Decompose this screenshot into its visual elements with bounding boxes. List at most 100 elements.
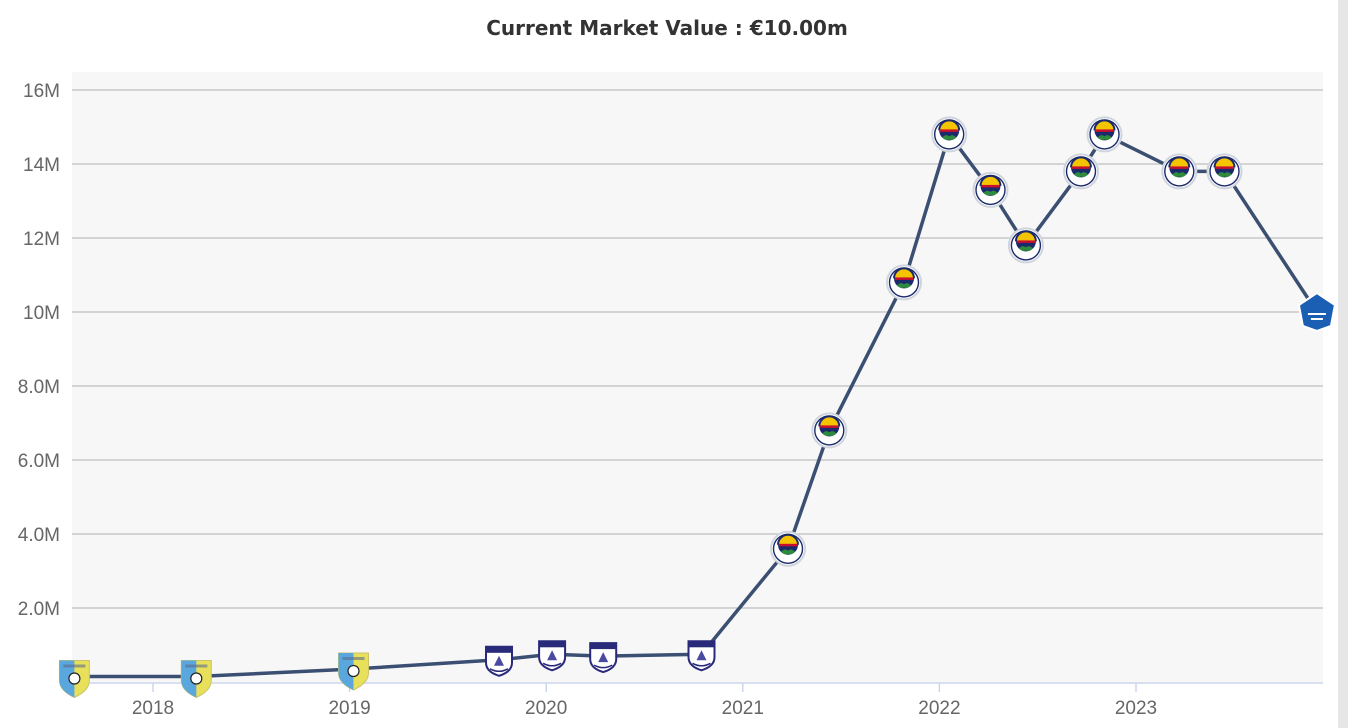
data-point[interactable] [1297,291,1336,333]
y-tick-label: 14M [23,155,60,176]
y-tick-label: 2.0M [18,599,60,620]
shield-yellow-blue-icon [180,660,212,699]
crest-top-arc [818,415,841,427]
shield-ball [347,664,360,678]
data-point[interactable] [589,642,618,674]
hex-shield [1297,291,1336,333]
shield-base-curve [542,662,562,667]
fenerbahce-crest-icon [1063,153,1099,190]
shield-base-curve [692,662,711,667]
data-points[interactable] [58,116,1336,699]
data-point[interactable] [972,171,1009,208]
data-point[interactable] [687,640,716,672]
crest-top-arc [1070,156,1092,168]
crest-top-arc [1093,119,1116,131]
data-point[interactable] [770,530,806,567]
crest-yellow-band [980,175,1001,186]
hex-shield-lines [1307,313,1326,320]
crest-red-stripe [1170,166,1189,169]
shield-banner [688,641,715,648]
shield-base-curve [593,664,613,669]
shield-banner [486,646,512,653]
crest-leaf [1018,246,1033,252]
fenerbahce-crest-icon [811,412,848,449]
y-tick-label: 8.0M [18,377,60,398]
x-tick-label: 2022 [918,698,960,719]
plot-background [72,72,1323,682]
data-point[interactable] [1206,153,1243,190]
shield-emblem [494,655,504,666]
shield-emblem [547,650,558,661]
data-point[interactable] [485,645,513,677]
data-point[interactable] [1007,227,1044,264]
fenerbahce-crest-icon [1086,116,1123,153]
shield-yellow-blue-icon [58,660,90,699]
y-tick-label: 4.0M [18,525,60,546]
fenerbahce-crest-icon [931,116,968,153]
data-point[interactable] [58,660,90,699]
crest-leaf [781,549,795,555]
y-axis-labels: 2.0M 4.0M 6.0M 8.0M 10M 12M 14M 16M [18,81,60,620]
shield-yellow-blue-icon [338,652,369,691]
crest-yellow-band [819,416,840,427]
x-tick-label: 2018 [132,698,174,719]
x-tick-label: 2021 [722,698,764,719]
shield-navy-crest-icon [687,640,716,672]
shield-navy-crest-icon [589,642,618,674]
shield-ball [190,672,203,685]
shield-blue-half [59,660,75,698]
page-edge-scrollbar [1338,0,1348,728]
data-point[interactable] [338,652,369,691]
crest-top-arc [1168,156,1191,168]
crest-leaf [1217,172,1232,178]
crest-red-stripe [1016,240,1035,243]
fenerbahce-crest-icon [1206,153,1243,190]
data-point[interactable] [886,264,922,301]
crest-yellow-band [939,120,960,131]
data-point[interactable] [1161,153,1198,190]
crest-yellow-band [1094,120,1115,131]
x-tick-label: 2020 [525,698,567,719]
data-point[interactable] [1063,153,1099,190]
crest-top-arc [777,533,799,545]
data-point[interactable] [931,116,968,153]
hoffenheim-crest-icon [1297,291,1336,333]
crest-top-arc [979,174,1002,187]
shield-text-band [185,664,208,668]
crest-leaf [822,431,837,437]
data-point[interactable] [1086,116,1123,153]
crest-red-stripe [981,184,1000,188]
x-axis-labels: 2018 2019 2020 2021 2022 2023 [132,683,1157,719]
data-point[interactable] [180,660,212,699]
crest-yellow-band [1169,157,1190,168]
fenerbahce-crest-icon [886,264,922,301]
crest-top-arc [1014,230,1037,242]
shield-emblem [696,650,707,661]
shield-navy-crest-icon [538,640,567,672]
crest-red-stripe [1095,129,1114,132]
fenerbahce-crest-icon [770,530,806,567]
crest-leaf [983,190,998,196]
chart-title: Current Market Value : €10.00m [486,16,848,40]
shield-ball [68,672,81,685]
fenerbahce-crest-icon [1161,153,1198,190]
shield-base-curve [489,668,509,673]
x-tick-label: 2023 [1115,698,1157,719]
crest-red-stripe [820,425,839,428]
crest-yellow-band [778,534,798,545]
fenerbahce-crest-icon [972,171,1009,208]
crest-red-stripe [1215,166,1234,169]
data-point[interactable] [538,640,567,672]
crest-leaf [1097,135,1112,141]
crest-yellow-band [1015,231,1036,242]
crest-red-stripe [895,277,913,280]
crest-leaf [1074,172,1088,178]
shield-emblem [598,652,609,663]
crest-top-arc [938,119,961,131]
data-point[interactable] [811,412,848,449]
crest-leaf [1172,172,1187,178]
shield-banner [539,641,566,648]
fenerbahce-crest-icon [1007,227,1044,264]
grid-lines [72,89,1323,609]
